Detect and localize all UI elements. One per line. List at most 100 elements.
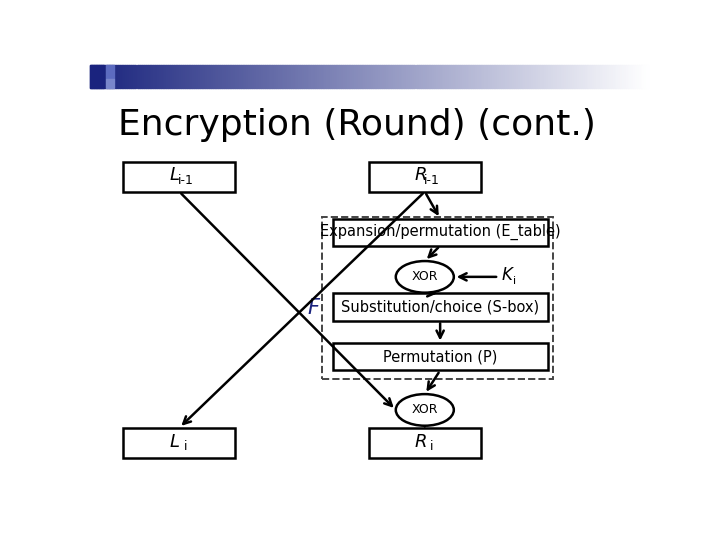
Bar: [427, 65, 428, 87]
Text: L: L: [170, 166, 180, 184]
Bar: [311, 65, 313, 87]
Bar: [445, 65, 447, 87]
Bar: [345, 65, 347, 87]
Bar: [536, 65, 539, 87]
Bar: [485, 65, 486, 87]
Bar: [176, 65, 177, 87]
Bar: [222, 65, 224, 87]
Bar: [99, 65, 101, 87]
Bar: [198, 65, 199, 87]
Bar: [419, 65, 421, 87]
Bar: [542, 65, 544, 87]
Bar: [218, 65, 220, 87]
Bar: [103, 65, 105, 87]
Bar: [521, 65, 523, 87]
Bar: [164, 65, 166, 87]
Bar: [138, 65, 140, 87]
Bar: [248, 65, 250, 87]
Bar: [495, 65, 498, 87]
Bar: [122, 65, 124, 87]
Bar: [646, 65, 648, 87]
Bar: [204, 65, 205, 87]
Bar: [382, 65, 384, 87]
Bar: [516, 65, 518, 87]
Bar: [378, 65, 380, 87]
Bar: [317, 65, 319, 87]
Bar: [444, 65, 445, 87]
Bar: [507, 65, 508, 87]
Bar: [469, 65, 472, 87]
Bar: [233, 65, 235, 87]
Bar: [300, 65, 302, 87]
Bar: [347, 65, 348, 87]
Bar: [109, 65, 110, 87]
Bar: [151, 65, 153, 87]
Bar: [620, 65, 622, 87]
Bar: [637, 65, 639, 87]
Bar: [492, 65, 494, 87]
Bar: [235, 65, 237, 87]
Bar: [494, 65, 495, 87]
Bar: [90, 65, 92, 87]
Bar: [371, 65, 373, 87]
Bar: [356, 65, 358, 87]
Text: R: R: [414, 166, 426, 184]
Bar: [323, 65, 324, 87]
Bar: [431, 65, 432, 87]
Bar: [477, 65, 479, 87]
Bar: [641, 65, 642, 87]
Bar: [291, 65, 293, 87]
Bar: [373, 65, 374, 87]
Bar: [464, 65, 466, 87]
Bar: [472, 65, 473, 87]
Bar: [186, 65, 189, 87]
Ellipse shape: [396, 394, 454, 426]
Bar: [263, 65, 265, 87]
Bar: [544, 65, 546, 87]
Bar: [593, 65, 594, 87]
Bar: [413, 65, 415, 87]
Bar: [581, 65, 583, 87]
Bar: [94, 65, 96, 87]
Bar: [611, 65, 613, 87]
Bar: [319, 65, 320, 87]
Bar: [421, 65, 423, 87]
Bar: [365, 65, 367, 87]
Bar: [531, 65, 533, 87]
Bar: [258, 65, 259, 87]
Bar: [486, 65, 488, 87]
Bar: [194, 65, 196, 87]
Bar: [384, 65, 386, 87]
Bar: [163, 65, 164, 87]
Bar: [562, 65, 564, 87]
Bar: [561, 65, 562, 87]
Bar: [284, 65, 285, 87]
Bar: [526, 65, 527, 87]
Bar: [282, 65, 284, 87]
Bar: [343, 65, 345, 87]
Bar: [377, 65, 378, 87]
Bar: [434, 65, 436, 87]
Bar: [533, 65, 534, 87]
Bar: [453, 65, 454, 87]
Bar: [137, 65, 138, 87]
Bar: [447, 65, 449, 87]
Bar: [106, 65, 114, 79]
Text: Expansion/permutation (E_table): Expansion/permutation (E_table): [320, 224, 560, 240]
Bar: [211, 65, 213, 87]
Bar: [418, 65, 419, 87]
Bar: [575, 65, 577, 87]
Bar: [462, 65, 464, 87]
Bar: [132, 65, 135, 87]
Bar: [246, 65, 248, 87]
Bar: [107, 65, 109, 87]
Bar: [479, 65, 481, 87]
Bar: [172, 65, 174, 87]
Bar: [145, 65, 148, 87]
Bar: [101, 65, 103, 87]
Bar: [106, 79, 114, 87]
Bar: [298, 65, 300, 87]
Bar: [354, 65, 356, 87]
Bar: [639, 65, 641, 87]
Bar: [348, 65, 351, 87]
